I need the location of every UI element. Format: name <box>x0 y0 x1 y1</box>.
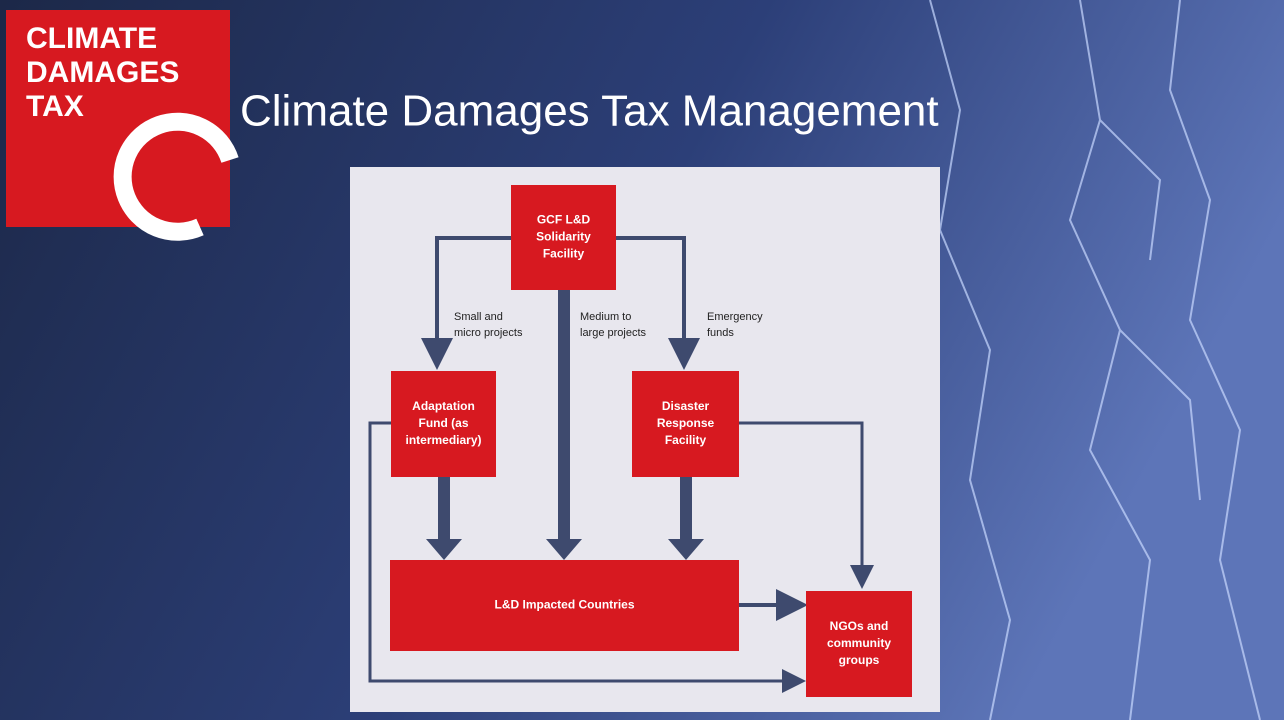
edge-label: micro projects <box>454 327 523 339</box>
slide: CLIMATEDAMAGESTAX Climate Damages Tax Ma… <box>0 0 1284 720</box>
node-label: intermediary) <box>405 433 481 447</box>
page: CLIMATEDAMAGESTAX Climate Damages Tax Ma… <box>0 0 1284 720</box>
logo-line: TAX <box>26 90 84 123</box>
node-label: NGOs and <box>830 619 889 633</box>
node-label: Fund (as <box>419 416 469 430</box>
edge-label: large projects <box>580 327 647 339</box>
edge-label: Emergency <box>707 311 763 323</box>
node-label: Solidarity <box>536 230 591 244</box>
node-label: Disaster <box>662 399 710 413</box>
title: Climate Damages Tax Management <box>240 87 939 136</box>
edge-label: funds <box>707 327 734 339</box>
node-label: Response <box>657 416 715 430</box>
edge-label: Medium to <box>580 311 631 323</box>
node-label: community <box>827 636 891 650</box>
node-label: Adaptation <box>412 399 475 413</box>
node-label: GCF L&D <box>537 213 591 227</box>
node-label: L&D Impacted Countries <box>494 598 634 612</box>
logo-line: CLIMATE <box>26 22 157 55</box>
node-label: Facility <box>665 433 707 447</box>
node-label: Facility <box>543 247 585 261</box>
node-label: groups <box>839 653 880 667</box>
edge-label: Small and <box>454 311 503 323</box>
logo-line: DAMAGES <box>26 56 179 89</box>
